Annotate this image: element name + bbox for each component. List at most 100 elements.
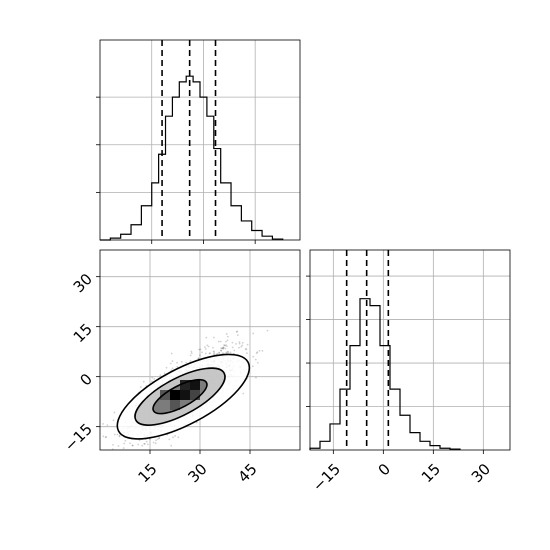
scatter-point [131,444,134,447]
scatter-point [222,352,225,355]
scatter-point [252,332,255,335]
density-cell [190,390,200,400]
scatter-point [154,442,157,445]
y-tick-label: 0 [77,370,96,389]
scatter-point [212,346,214,349]
scatter-point [256,351,259,354]
scatter-point [241,344,244,347]
scatter-point [218,351,220,354]
scatter-point [105,436,108,438]
scatter-point [212,336,215,339]
param-2-marginal-panel: −15 0 15 30 [306,249,511,495]
scatter-point [106,424,109,427]
scatter-point [102,435,105,438]
scatter-point [222,346,225,349]
scatter-point [172,436,174,439]
scatter-point [124,439,127,442]
scatter-point [240,345,243,348]
scatter-point [225,344,227,346]
y-tick-label: 30 [70,270,96,296]
density-cell [180,380,190,390]
scatter-point [190,350,193,353]
scatter-point [204,348,207,350]
scatter-point [170,352,173,355]
scatter-point [163,372,166,375]
scatter-point [227,351,229,354]
scatter-point [233,349,236,352]
scatter-point [152,441,155,444]
scatter-point [225,351,228,354]
scatter-point [246,352,248,355]
scatter-point [244,347,247,350]
scatter-point [199,348,202,351]
y-tick-label: 15 [70,320,96,346]
scatter-point [242,392,245,395]
scatter-point [201,351,203,354]
scatter-point [219,340,222,343]
scatter-point [204,352,207,355]
scatter-point [189,360,192,362]
scatter-point [189,354,192,357]
scatter-point [171,367,174,370]
scatter-point [197,357,200,360]
scatter-point [238,342,241,345]
joint-2d-panel: 15 30 45 −15 0 15 30 [61,249,301,486]
scatter-point [208,352,211,355]
scatter-point [221,352,224,355]
scatter-point [203,346,206,348]
contour-inner [152,378,208,415]
scatter-point [223,344,226,346]
y-tick-label: −15 [61,420,96,455]
scatter-point [220,347,222,350]
scatter-point [212,350,215,353]
scatter-point [231,341,234,344]
scatter-point [220,349,222,352]
scatter-point [129,442,131,445]
histogram-step [309,298,461,450]
scatter-point [117,445,120,447]
scatter-point [118,435,121,438]
scatter-point [112,443,114,446]
scatter-point [224,347,227,350]
density-cell [180,390,190,400]
scatter-point [225,340,227,343]
scatter-point [159,374,162,377]
scatter-point [207,345,210,348]
scatter-point [197,357,200,360]
scatter-point [226,345,228,348]
x-tick-label: −15 [309,460,344,495]
scatter-point [206,344,209,347]
scatter-point [245,348,248,351]
x-tick-label: 45 [235,460,261,486]
scatter-point [165,366,168,369]
scatter-point [137,443,140,446]
scatter-point [143,442,146,445]
scatter-point [180,360,183,363]
scatter-point [216,352,219,355]
x-tick-label: 15 [418,460,444,486]
scatter-point [213,351,216,353]
scatter-point [255,352,258,355]
scatter-point [151,380,153,383]
scatter-point [225,333,228,335]
scatter-point [158,436,161,439]
contour-outer [116,353,251,440]
scatter-point [213,353,216,356]
scatter-point [118,434,121,437]
panel-frame [309,249,511,451]
scatter-point [176,365,179,368]
scatter-point [226,335,229,338]
scatter-point [158,437,161,440]
scatter-point [195,421,198,424]
scatter-point [190,352,193,355]
scatter-point [226,339,229,342]
x-tick-label: 30 [185,460,211,486]
scatter-point [235,331,238,333]
scatter-point [205,336,208,339]
scatter-point [238,341,241,343]
scatter-point [220,349,223,352]
scatter-point [113,411,116,414]
density-cell [190,380,200,390]
panel-frame [99,39,301,241]
